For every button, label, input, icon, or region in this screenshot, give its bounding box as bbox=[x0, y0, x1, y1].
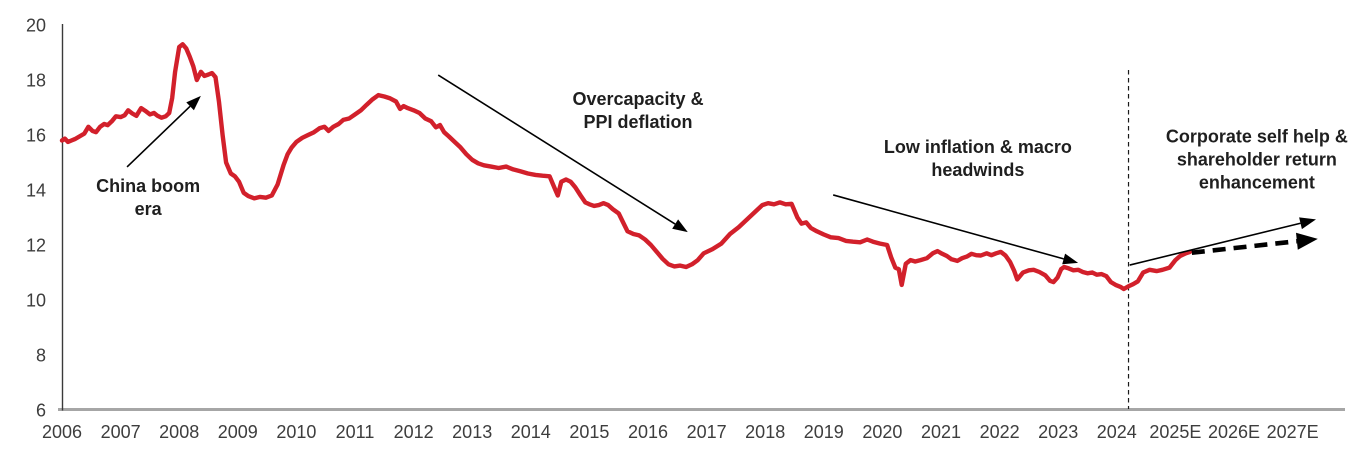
pointer-arrow-low-inflation-macro-headwinds bbox=[832, 194, 1079, 265]
x-tick-label: 2024 bbox=[1097, 422, 1137, 442]
annotation-line: era bbox=[134, 199, 162, 220]
y-tick-label: 18 bbox=[26, 71, 46, 91]
annotation-corporate-self-help: Corporate self help & shareholder return e… bbox=[1166, 126, 1348, 195]
upside-projection-solid-arrow-shaft bbox=[1129, 222, 1301, 266]
x-tick-label: 2017 bbox=[687, 422, 727, 442]
pointer-arrow-overcapacity-ppi-deflation bbox=[437, 74, 688, 233]
annotation-line: enhancement bbox=[1198, 172, 1315, 193]
x-tick-label: 2026E bbox=[1208, 422, 1260, 442]
annotation-low-inflation-macro-headwinds: Low inflation & macro headwinds bbox=[884, 136, 1072, 182]
pointer-arrow-china-boom-era-head bbox=[186, 95, 201, 111]
x-tick-label: 2019 bbox=[804, 422, 844, 442]
y-tick-label: 20 bbox=[26, 16, 46, 36]
pointer-arrow-low-inflation-macro-headwinds-head bbox=[1062, 253, 1079, 265]
base-projection-dashed-arrow-shaft bbox=[1191, 238, 1298, 255]
x-tick-label: 2007 bbox=[101, 422, 141, 442]
annotation-line: headwinds bbox=[931, 159, 1025, 180]
y-tick-label: 10 bbox=[26, 291, 46, 311]
annotation-line: China boom bbox=[96, 176, 201, 197]
y-tick-label: 8 bbox=[36, 346, 46, 366]
x-tick-label: 2011 bbox=[336, 422, 375, 442]
x-tick-label: 2020 bbox=[862, 422, 902, 442]
x-tick-label: 2008 bbox=[159, 422, 199, 442]
series-line-valuation-history bbox=[59, 42, 1193, 292]
upside-projection-solid-arrow-head bbox=[1299, 217, 1316, 230]
annotation-line: Overcapacity & bbox=[572, 89, 704, 110]
pointer-arrow-china-boom-era-shaft bbox=[126, 105, 191, 168]
annotation-line: Low inflation & macro bbox=[883, 136, 1072, 157]
x-tick-label: 2014 bbox=[511, 422, 551, 442]
pointer-arrow-overcapacity-ppi-deflation-head bbox=[672, 219, 688, 233]
y-tick-label: 12 bbox=[26, 236, 46, 256]
annotation-overcapacity-ppi-deflation: Overcapacity & PPI deflation bbox=[572, 88, 703, 134]
base-projection-dashed-arrow bbox=[1191, 232, 1318, 255]
x-tick-label: 2006 bbox=[42, 422, 82, 442]
y-tick-label: 14 bbox=[26, 181, 46, 201]
annotation-line: shareholder return bbox=[1176, 149, 1337, 170]
x-tick-label: 2021 bbox=[921, 422, 961, 442]
x-tick-label: 2009 bbox=[218, 422, 258, 442]
x-tick-label: 2010 bbox=[276, 422, 316, 442]
x-tick-label: 2018 bbox=[745, 422, 785, 442]
x-tick-label: 2023 bbox=[1038, 422, 1078, 442]
pointer-arrow-overcapacity-ppi-deflation-shaft bbox=[437, 74, 676, 225]
x-tick-label: 2025E bbox=[1149, 422, 1201, 442]
y-tick-label: 16 bbox=[26, 126, 46, 146]
upside-projection-solid-arrow bbox=[1129, 217, 1316, 266]
pointer-arrow-low-inflation-macro-headwinds-shaft bbox=[832, 194, 1064, 260]
x-tick-label: 2015 bbox=[569, 422, 609, 442]
x-tick-label: 2013 bbox=[452, 422, 492, 442]
x-tick-label: 2012 bbox=[394, 422, 434, 442]
annotation-china-boom-era: China boom era bbox=[96, 175, 200, 221]
annotation-line: Corporate self help & bbox=[1165, 126, 1348, 147]
annotation-line: PPI deflation bbox=[583, 112, 693, 133]
x-tick-label: 2027E bbox=[1267, 422, 1319, 442]
x-tick-label: 2022 bbox=[980, 422, 1020, 442]
base-projection-dashed-arrow-head bbox=[1296, 232, 1318, 250]
x-tick-label: 2016 bbox=[628, 422, 668, 442]
pointer-arrow-china-boom-era bbox=[126, 95, 201, 168]
y-tick-label: 6 bbox=[36, 401, 46, 421]
